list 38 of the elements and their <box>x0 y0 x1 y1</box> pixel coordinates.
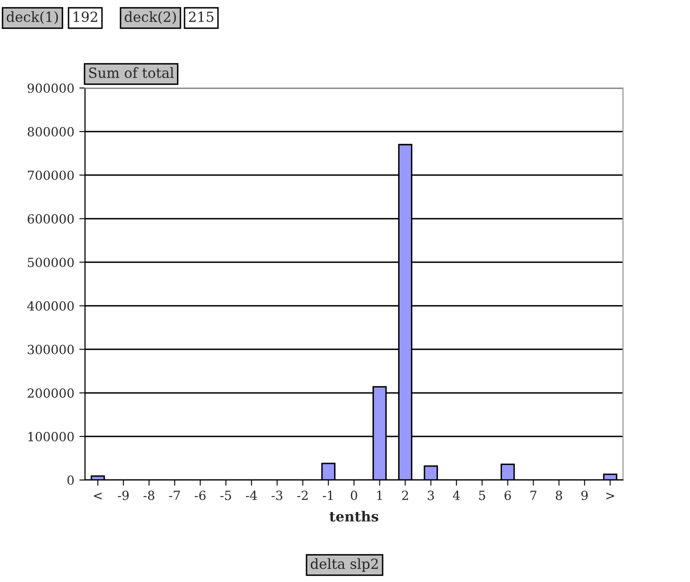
y-tick-label: 600000 <box>28 214 74 224</box>
x-axis-title: tenths <box>329 510 378 522</box>
x-tick-label: -3 <box>272 490 282 500</box>
y-tick-label: 900000 <box>28 83 74 93</box>
y-tick-label: 200000 <box>28 388 74 398</box>
x-tick-label: -9 <box>118 490 129 500</box>
x-tick-label: 0 <box>350 490 358 500</box>
y-tick-label: 500000 <box>28 258 74 268</box>
y-tick-label: 400000 <box>27 301 74 311</box>
x-tick-label: -7 <box>169 490 180 500</box>
x-tick-label: -8 <box>144 490 154 500</box>
y-tick-label: 300000 <box>28 344 74 354</box>
x-tick-label: 4 <box>452 490 460 500</box>
x-tick-label: 1 <box>377 490 382 500</box>
x-tick-label: < <box>94 492 102 500</box>
x-tick-label: 3 <box>428 490 434 500</box>
y-tick-label: 700000 <box>28 170 74 180</box>
x-tick-label: 2 <box>402 490 408 500</box>
x-tick-label: -6 <box>194 490 206 500</box>
x-tick-label: 6 <box>504 490 511 500</box>
text: 192 <box>74 12 98 22</box>
text: delta slp2 <box>310 558 378 572</box>
y-tick-label: 100000 <box>28 432 74 442</box>
x-tick-label: -5 <box>220 490 232 500</box>
x-tick-label: -4 <box>246 490 257 500</box>
text: 215 <box>188 12 214 22</box>
y-tick-label: 800000 <box>28 127 74 136</box>
text: Sum of total <box>89 67 174 78</box>
x-tick-label: 8 <box>556 490 562 500</box>
x-tick-label: -2 <box>297 490 308 500</box>
text: deck(1) <box>6 11 58 24</box>
x-tick-label: 9 <box>581 490 588 500</box>
x-tick-label: 5 <box>479 490 486 500</box>
y-tick-label: 0 <box>67 475 74 485</box>
x-tick-label: -1 <box>322 490 333 500</box>
x-tick-label: 7 <box>530 490 536 500</box>
x-tick-label: > <box>606 492 614 500</box>
text: deck(2) <box>124 11 176 24</box>
